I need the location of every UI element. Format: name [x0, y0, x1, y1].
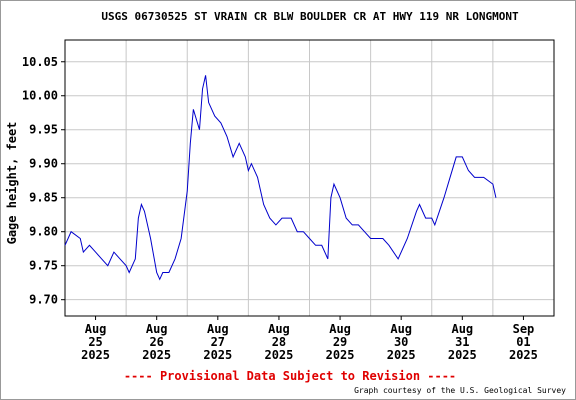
x-tick-label: Aug	[451, 322, 473, 336]
y-tick-label: 10.00	[22, 89, 58, 103]
x-tick-label: 2025	[264, 348, 293, 362]
x-tick-label: 2025	[142, 348, 171, 362]
chart-title: USGS 06730525 ST VRAIN CR BLW BOULDER CR…	[101, 10, 519, 23]
x-tick-label: 2025	[448, 348, 477, 362]
data-line	[64, 75, 497, 281]
x-tick-label: 31	[455, 335, 469, 349]
x-tick-label: Sep	[513, 322, 535, 336]
y-tick-label: 10.05	[22, 55, 58, 69]
x-tick-label: Aug	[207, 322, 229, 336]
x-tick-label: Aug	[390, 322, 412, 336]
x-tick-label: 01	[516, 335, 530, 349]
x-tick-label: 2025	[387, 348, 416, 362]
y-tick-label: 9.75	[29, 259, 58, 273]
x-tick-label: Aug	[268, 322, 290, 336]
y-tick-label: 9.95	[29, 123, 58, 137]
y-tick-label: 9.70	[29, 293, 58, 307]
provisional-note: ---- Provisional Data Subject to Revisio…	[124, 369, 456, 383]
x-tick-label: 30	[394, 335, 408, 349]
credit: Graph courtesy of the U.S. Geological Su…	[354, 386, 566, 395]
x-tick-label: 2025	[509, 348, 538, 362]
y-axis-label: Gage height, feet	[5, 122, 19, 245]
x-tick-label: Aug	[329, 322, 351, 336]
y-tick-label: 9.90	[29, 157, 58, 171]
x-tick-label: Aug	[85, 322, 107, 336]
x-tick-label: 25	[88, 335, 102, 349]
plot-border	[64, 39, 555, 317]
x-tick-label: 26	[149, 335, 163, 349]
y-tick-label: 9.85	[29, 191, 58, 205]
x-tick-label: 2025	[326, 348, 355, 362]
x-tick-label: 28	[272, 335, 286, 349]
x-tick-label: 2025	[81, 348, 110, 362]
x-tick-label: 27	[211, 335, 225, 349]
x-tick-label: 29	[333, 335, 347, 349]
x-tick-label: Aug	[146, 322, 168, 336]
y-tick-label: 9.80	[29, 225, 58, 239]
x-tick-label: 2025	[203, 348, 232, 362]
